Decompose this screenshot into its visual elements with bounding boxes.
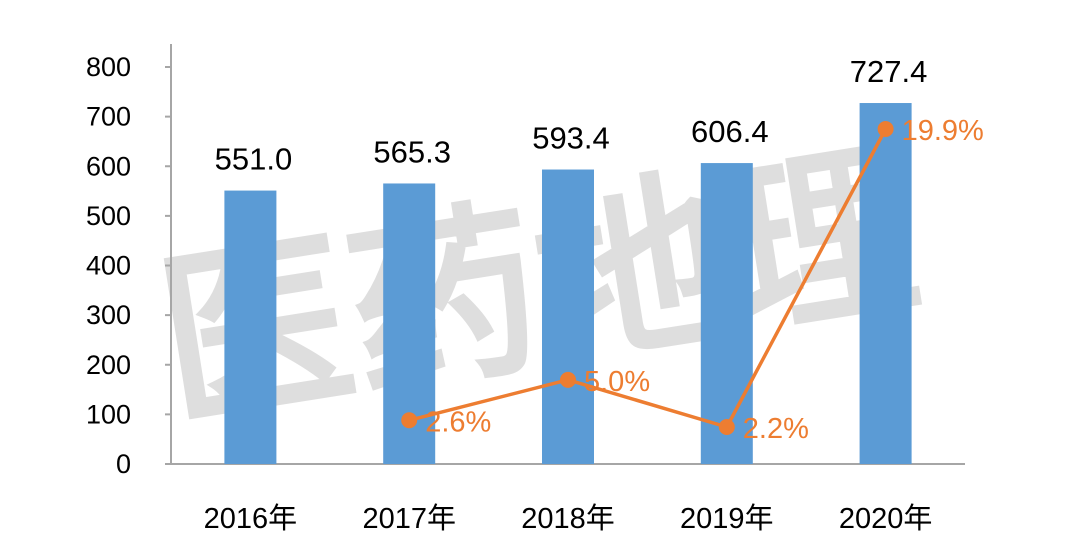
growth-point (877, 121, 894, 137)
growth-value-label: 19.9% (902, 115, 984, 147)
growth-point (401, 412, 418, 429)
bar-value-label: 593.4 (532, 121, 610, 156)
y-axis-ticks: 0 100 200 300 400 500 600 700 800 (86, 52, 171, 479)
bar-value-labels: 551.0 565.3 593.4 606.4 727.4 (215, 54, 928, 177)
bar-series (224, 103, 912, 465)
x-category-label: 2017年 (362, 502, 456, 535)
bar (542, 169, 594, 464)
x-category-label: 2019年 (680, 502, 774, 535)
bar (224, 190, 277, 464)
bar-value-label: 551.0 (215, 142, 293, 177)
bar-value-label: 606.4 (691, 114, 769, 149)
y-tick-label: 800 (86, 52, 131, 82)
x-category-label: 2016年 (204, 502, 298, 535)
y-tick-label: 400 (86, 251, 131, 281)
x-category-label: 2020年 (839, 502, 933, 535)
growth-point (560, 371, 576, 388)
bar-value-label: 565.3 (373, 134, 451, 169)
bar-value-label: 727.4 (850, 54, 928, 89)
bar (859, 103, 912, 465)
growth-value-label: 2.2% (743, 413, 809, 445)
y-tick-label: 300 (86, 300, 131, 330)
growth-value-label: 5.0% (584, 366, 650, 398)
growth-line (408, 128, 888, 429)
y-tick-label: 700 (86, 102, 131, 132)
bar (700, 163, 753, 464)
growth-point (718, 419, 735, 435)
y-tick-label: 100 (86, 399, 131, 429)
x-category-label: 2018年 (521, 502, 615, 535)
growth-value-label: 2.6% (425, 406, 491, 438)
y-tick-label: 0 (116, 449, 131, 479)
y-tick-label: 600 (86, 151, 131, 181)
growth-line-series: 2.6% 5.0% 2.2% 19.9% (401, 115, 984, 445)
x-axis-categories: 2016年 2017年 2018年 2019年 2020年 (204, 502, 933, 535)
y-tick-label: 500 (86, 201, 131, 231)
y-tick-label: 200 (86, 350, 131, 380)
